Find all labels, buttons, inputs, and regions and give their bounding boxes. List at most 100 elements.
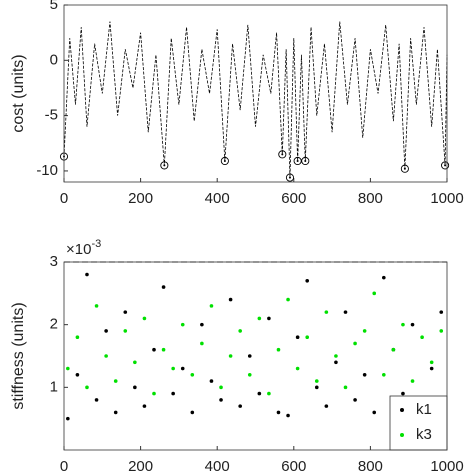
y-tick-label: -5: [45, 107, 58, 124]
legend-label: k3: [416, 426, 432, 443]
minimum-marker: [301, 156, 310, 166]
minimum-marker: [285, 173, 295, 182]
minimum-dot: [403, 167, 406, 170]
point: [75, 335, 80, 340]
y-tick-label: -10: [36, 162, 58, 179]
x-tick-label: 400: [205, 458, 230, 474]
minimum-dot: [304, 159, 307, 162]
point: [276, 347, 281, 352]
point: [334, 360, 338, 365]
minimum-dot: [444, 164, 447, 167]
point: [200, 322, 204, 327]
cost-line: [63, 21, 448, 178]
x-tick-label: 1000: [430, 190, 463, 207]
point: [190, 373, 195, 377]
point: [343, 310, 348, 314]
point: [190, 410, 195, 415]
minimum-dot: [223, 159, 226, 162]
x-tick-label: 400: [205, 190, 230, 207]
x-tick-label: 0: [60, 458, 68, 474]
point: [410, 379, 415, 383]
y-tick-label: 0: [50, 51, 58, 68]
point: [362, 373, 367, 377]
point: [85, 272, 89, 277]
point: [362, 329, 367, 333]
point: [209, 304, 214, 308]
axes-frame: [63, 4, 448, 183]
point: [66, 416, 70, 421]
point: [219, 385, 223, 390]
x-tick-label: 1000: [430, 458, 463, 474]
point: [286, 413, 290, 418]
point: [353, 398, 357, 402]
x-tick-label: 200: [128, 190, 153, 207]
point: [276, 410, 281, 415]
point: [295, 335, 300, 340]
point: [372, 410, 377, 415]
point: [161, 347, 166, 352]
point: [247, 354, 252, 358]
point: [171, 366, 175, 371]
point: [113, 379, 118, 383]
minimum-marker: [278, 150, 287, 159]
point: [257, 316, 262, 321]
y-tick-label: 2: [50, 316, 58, 333]
point: [324, 310, 329, 314]
point: [429, 366, 434, 371]
minimum-marker: [220, 156, 229, 166]
x-tick-label: 800: [358, 458, 383, 474]
minimum-marker: [441, 161, 450, 170]
point: [104, 329, 108, 333]
point: [133, 360, 137, 365]
point: [305, 335, 310, 340]
point: [180, 322, 185, 327]
point: [238, 329, 242, 333]
y-tick-label: 3: [50, 253, 58, 270]
point: [238, 404, 242, 408]
point: [85, 385, 89, 390]
point: [94, 304, 99, 308]
point: [200, 341, 204, 346]
point: [439, 329, 444, 333]
x-tick-label: 600: [281, 190, 306, 207]
point: [219, 398, 223, 402]
point: [104, 354, 108, 358]
point: [267, 316, 271, 321]
point: [123, 310, 128, 314]
x-tick-label: 200: [128, 458, 153, 474]
point: [123, 329, 128, 333]
point: [401, 322, 405, 327]
point: [75, 373, 80, 377]
point: [113, 410, 118, 415]
multiplier-exponent: -3: [91, 238, 101, 250]
point: [66, 366, 70, 371]
y-axis-label: cost (units): [10, 54, 27, 132]
point: [391, 347, 396, 352]
point: [324, 404, 329, 408]
point: [247, 373, 252, 377]
point: [401, 391, 405, 396]
point: [257, 391, 262, 396]
point: [382, 373, 386, 377]
point: [152, 347, 156, 352]
x-tick-label: 0: [60, 190, 68, 207]
point: [372, 291, 377, 296]
point: [420, 335, 424, 340]
point: [410, 322, 415, 327]
point: [228, 354, 233, 358]
x-tick-label: 800: [358, 190, 383, 207]
point: [267, 391, 271, 396]
minimum-marker: [160, 161, 169, 170]
point: [429, 360, 434, 365]
multiplier-base: ×10: [66, 241, 91, 258]
minimum-marker: [293, 156, 302, 166]
point: [314, 385, 319, 390]
x-tick-label: 600: [281, 458, 306, 474]
y-tick-label: 5: [50, 0, 58, 13]
point: [334, 354, 338, 358]
minimum-marker: [400, 164, 409, 173]
minimum-dot: [281, 153, 284, 156]
point: [295, 366, 300, 371]
y-multiplier: ×10-3: [66, 238, 101, 258]
